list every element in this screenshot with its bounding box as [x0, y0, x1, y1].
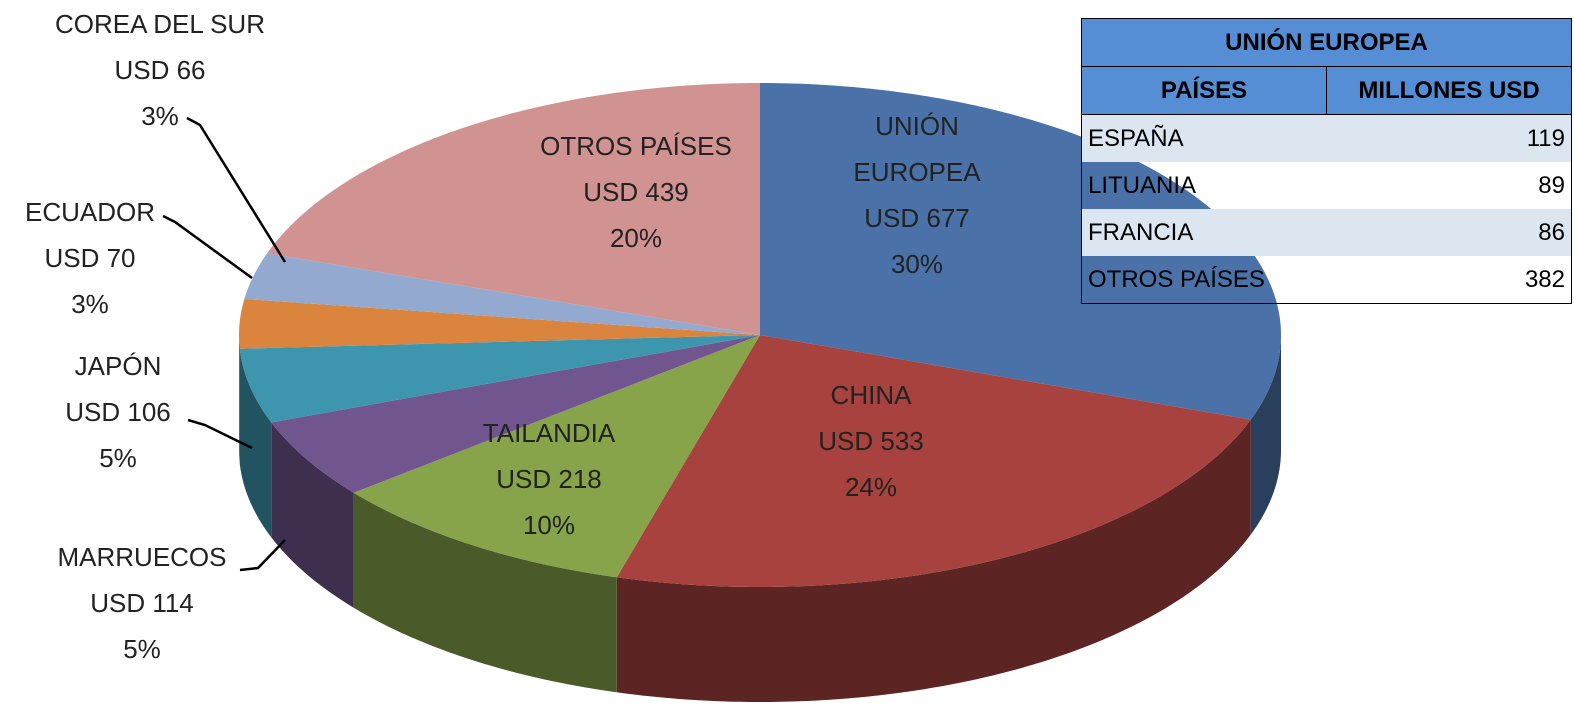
table-title: UNIÓN EUROPEA [1081, 18, 1572, 67]
label-name: TAILANDIA [482, 418, 616, 448]
value-cell: 382 [1524, 265, 1565, 293]
country-cell: OTROS PAÍSES [1088, 265, 1265, 293]
label-name: MARRUECOS [57, 542, 227, 572]
label-name: COREA DEL SUR [55, 9, 265, 39]
slice-side [616, 419, 1251, 702]
leader-line [239, 539, 286, 572]
label-name: OTROS PAÍSES [540, 131, 732, 161]
slice [244, 253, 760, 335]
slice [267, 83, 760, 335]
table-row: OTROS PAÍSES 382 [1082, 256, 1572, 304]
table-row: LITUANIA 89 [1082, 162, 1572, 209]
table-body: ESPAÑA 119 LITUANIA 89 FRANCIA 86 OTROS PAÍSES… [1081, 114, 1572, 304]
value-cell: 89 [1538, 171, 1565, 199]
data-label: MARRUECOS USD 114 5% [32, 534, 252, 672]
eu-table: UNIÓN EUROPEA PAÍSES MILLONES USD ESPAÑA… [1081, 18, 1572, 304]
data-label: ECUADOR USD 70 3% [10, 189, 170, 327]
table-row: FRANCIA 86 [1081, 209, 1572, 256]
leader-line [186, 116, 287, 263]
title-row: UNIÓN EUROPEA [1081, 18, 1572, 67]
value-cell: 119 [1326, 114, 1572, 162]
label-percent: 30% [890, 249, 944, 279]
label-percent: 10% [522, 510, 576, 540]
label-name: JAPÓN [74, 351, 162, 381]
label-name: ECUADOR [24, 197, 155, 227]
data-label: JAPÓN USD 106 5% [38, 343, 198, 481]
label-name: CHINA [830, 380, 912, 410]
slice [616, 335, 1251, 587]
slice [760, 83, 1281, 420]
label-percent: 20% [609, 223, 663, 253]
slice [239, 335, 760, 423]
label-value: USD 66 [114, 55, 206, 85]
label-percent: 3% [71, 289, 109, 319]
slice-side [271, 422, 354, 608]
header-row: PAÍSES MILLONES USD [1081, 66, 1572, 115]
header-cell: PAÍSES [1081, 66, 1327, 115]
header-cell: MILLONES USD [1326, 66, 1572, 115]
label-percent: 5% [123, 634, 161, 664]
label-value: USD 439 [583, 177, 689, 207]
slice [271, 335, 760, 493]
label-value: USD 106 [65, 397, 171, 427]
table-head: UNIÓN EUROPEA PAÍSES MILLONES USD [1081, 18, 1572, 115]
slice-side [239, 335, 240, 464]
slice [353, 335, 760, 578]
leader-line [187, 418, 253, 450]
table-row: ESPAÑA 119 [1081, 114, 1572, 162]
data-label: OTROS PAÍSES USD 439 20% [516, 123, 756, 261]
country-cell: FRANCIA [1081, 209, 1327, 256]
slice-side [353, 492, 617, 693]
label-value: USD 677 [864, 203, 970, 233]
data-label: TAILANDIA USD 218 10% [449, 410, 649, 548]
label-percent: 5% [99, 443, 137, 473]
leader-line [162, 214, 253, 280]
label-value: USD 533 [818, 426, 924, 456]
country-cell: LITUANIA [1088, 171, 1197, 199]
slice [239, 298, 761, 349]
value-cell: 86 [1326, 209, 1572, 256]
country-cell: ESPAÑA [1081, 114, 1327, 162]
label-percent: 3% [141, 101, 179, 131]
label-value: USD 70 [44, 243, 136, 273]
label-percent: 24% [844, 472, 898, 502]
data-label: CHINA USD 533 24% [771, 372, 971, 510]
data-label: COREA DEL SUR USD 66 3% [30, 1, 290, 139]
slice-side [239, 348, 272, 538]
label-value: USD 218 [496, 464, 602, 494]
slice-side [1250, 335, 1281, 535]
data-label: UNIÓN EUROPEA USD 677 30% [842, 103, 992, 287]
label-value: USD 114 [90, 588, 194, 618]
label-name: UNIÓN EUROPEA [853, 111, 981, 187]
